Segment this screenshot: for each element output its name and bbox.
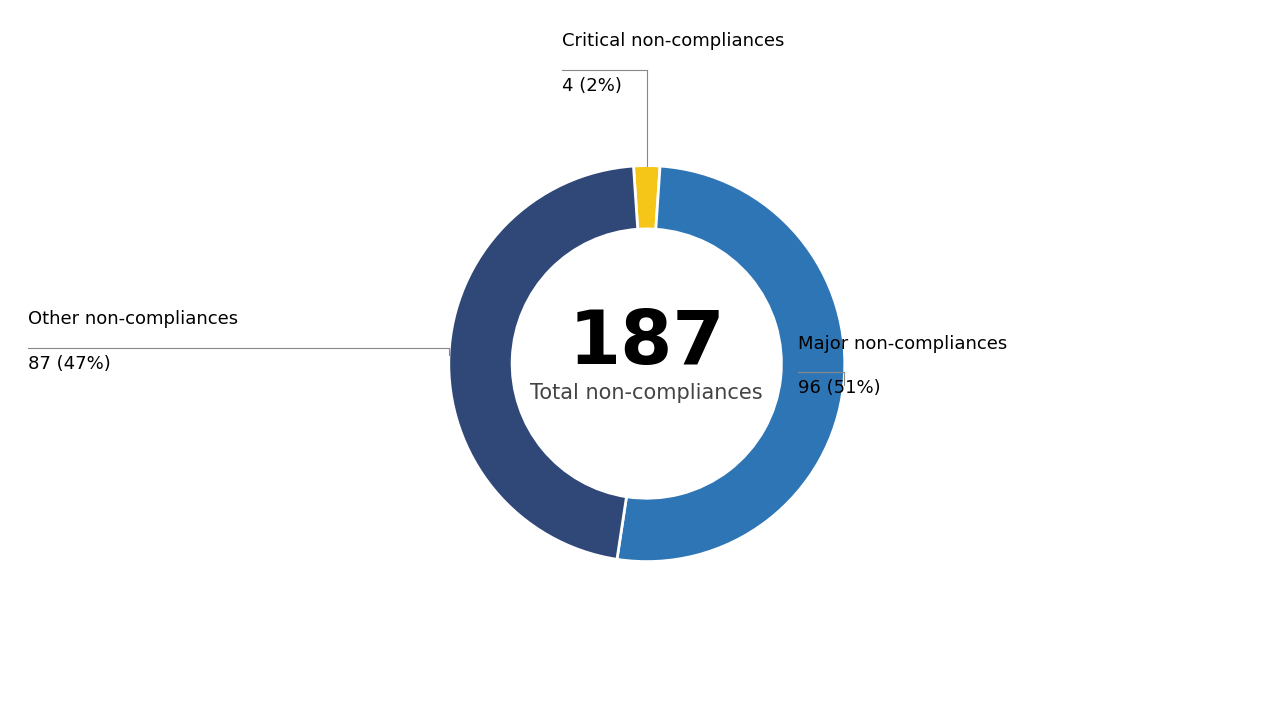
Text: Other non-compliances: Other non-compliances — [28, 310, 239, 328]
Wedge shape — [634, 166, 660, 229]
Wedge shape — [617, 166, 844, 562]
Text: Critical non-compliances: Critical non-compliances — [562, 32, 784, 50]
Text: 87 (47%): 87 (47%) — [28, 355, 111, 373]
Text: Total non-compliances: Total non-compliances — [530, 383, 764, 403]
Text: 187: 187 — [568, 307, 726, 380]
Text: 4 (2%): 4 (2%) — [562, 77, 621, 95]
Text: 96 (51%): 96 (51%) — [798, 379, 880, 397]
Text: Major non-compliances: Major non-compliances — [798, 335, 1007, 353]
Wedge shape — [449, 166, 637, 559]
